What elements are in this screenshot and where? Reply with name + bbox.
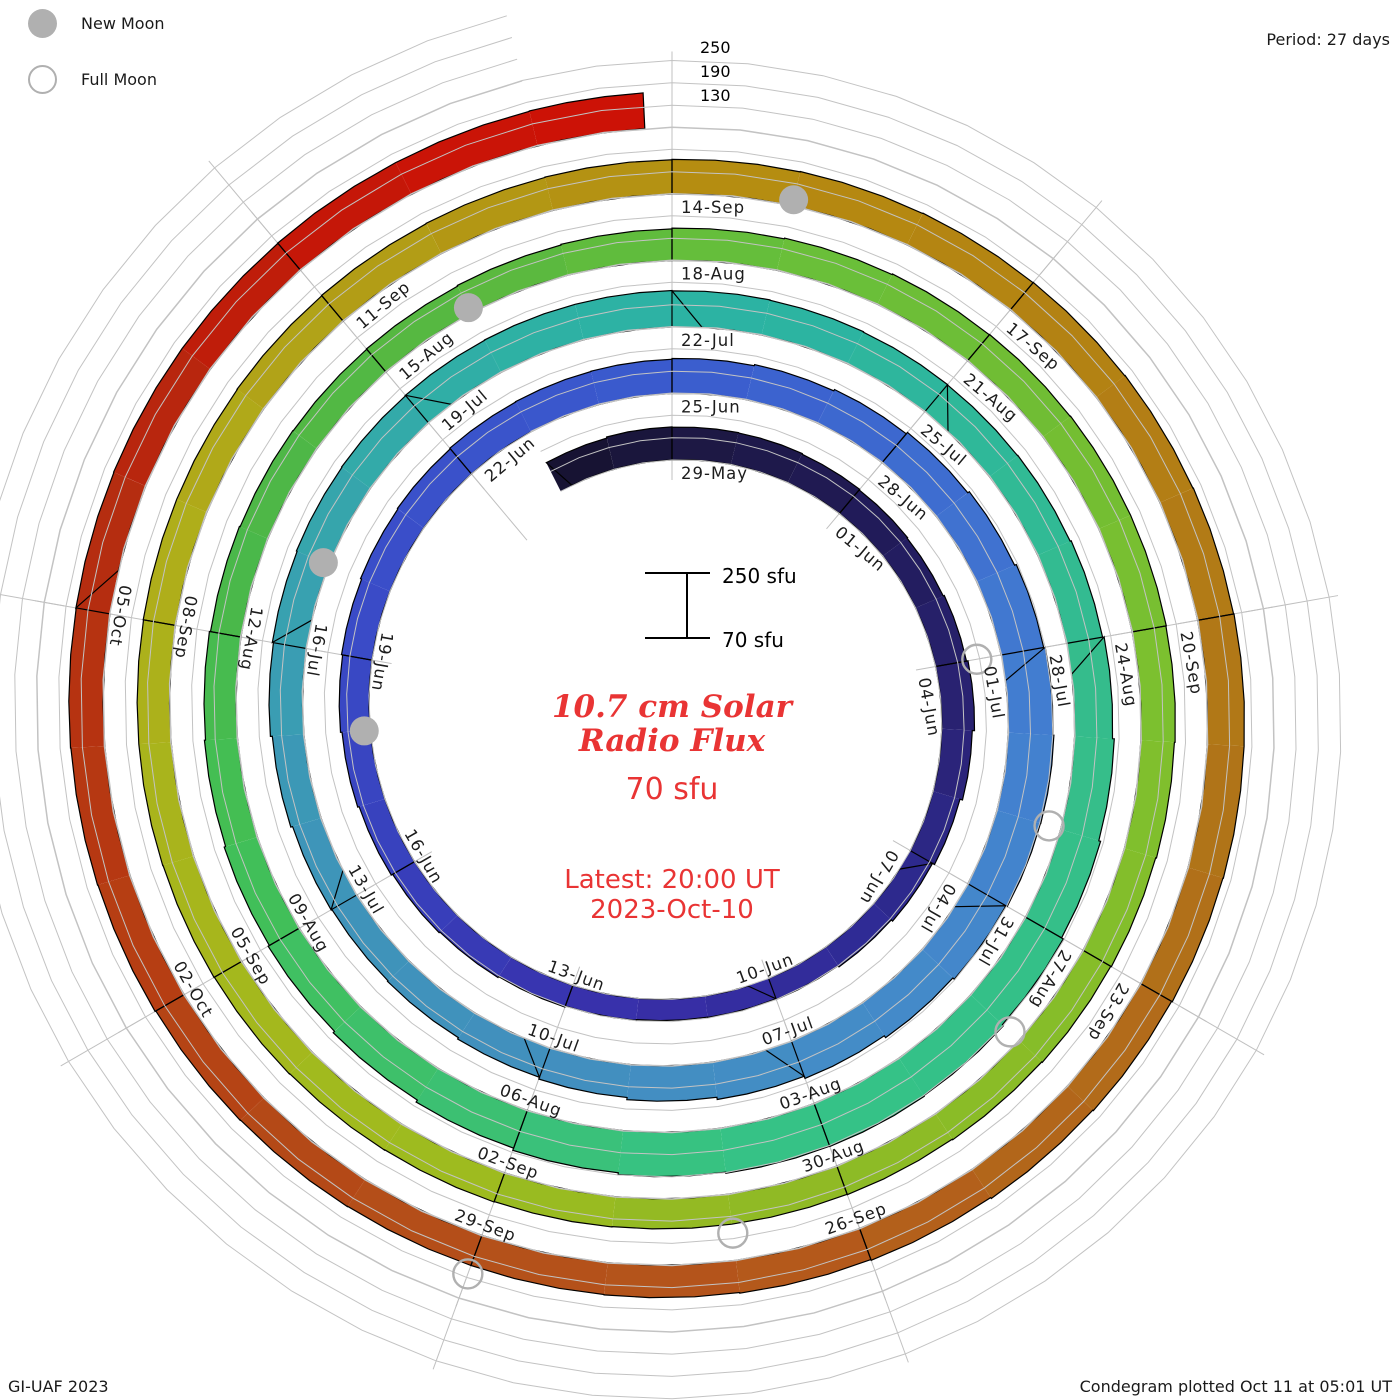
radial-scale-190: 190	[700, 62, 731, 81]
full-moon-marker	[717, 1217, 749, 1249]
new-moon-icon	[28, 8, 57, 38]
date-label-25-Jun: 25-Jun	[681, 398, 741, 417]
radial-scale-labels: 250 190 130	[700, 36, 731, 108]
plotted-timestamp-label: Condegram plotted Oct 11 at 05:01 UT	[1079, 1377, 1392, 1396]
scalebar-top-label: 250 sfu	[722, 564, 797, 588]
legend-row-new-moon: New Moon	[28, 6, 165, 40]
full-moon-marker	[1033, 810, 1065, 842]
date-label-18-Aug: 18-Aug	[681, 265, 746, 284]
moon-legend: New Moon Full Moon	[28, 6, 165, 118]
period-label: Period: 27 days	[1266, 30, 1390, 49]
full-moon-label: Full Moon	[81, 69, 157, 89]
credit-label: GI-UAF 2023	[8, 1377, 109, 1396]
radial-scale-130: 130	[700, 86, 731, 105]
radial-scale-250: 250	[700, 38, 731, 57]
legend-row-full-moon: Full Moon	[28, 62, 165, 96]
full-moon-marker	[961, 643, 993, 675]
new-moon-marker	[779, 185, 809, 215]
full-moon-marker	[452, 1258, 484, 1290]
date-label-14-Sep: 14-Sep	[681, 198, 745, 217]
date-label-22-Jul: 22-Jul	[681, 331, 735, 350]
new-moon-marker	[308, 548, 338, 578]
full-moon-icon	[28, 64, 57, 94]
full-moon-marker	[994, 1016, 1026, 1048]
date-label-29-May: 29-May	[681, 464, 748, 483]
new-moon-marker	[349, 716, 379, 746]
new-moon-marker	[453, 293, 483, 323]
scalebar-bottom-label: 70 sfu	[722, 628, 784, 652]
new-moon-label: New Moon	[81, 13, 165, 33]
